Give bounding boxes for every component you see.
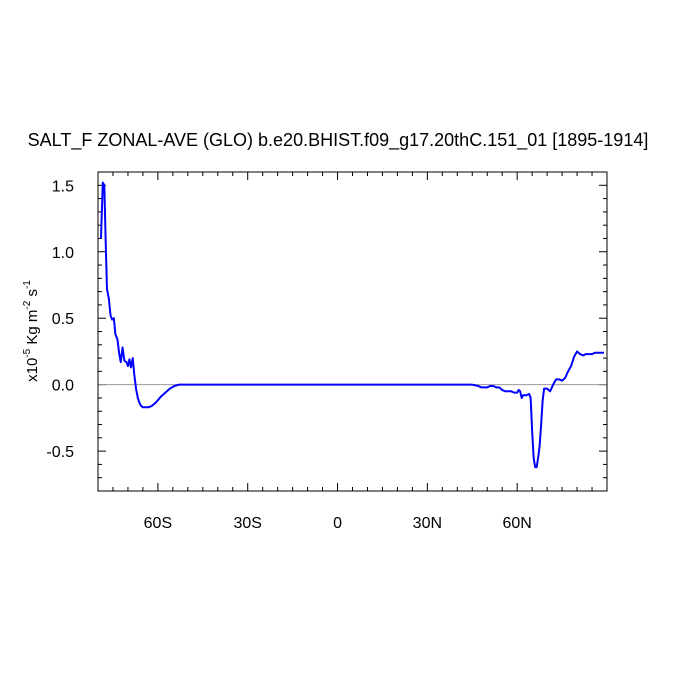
y-axis-label-exponent-time: -1 (22, 280, 33, 289)
x-tick-label: 30S (233, 515, 261, 532)
y-axis-label-unit-mass-area: Kg m (24, 310, 41, 349)
y-tick-label: 1.0 (52, 245, 74, 262)
y-axis-label-exponent: -5 (22, 348, 33, 357)
chart-title: SALT_F ZONAL-AVE (GLO) b.e20.BHIST.f09_g… (28, 130, 649, 151)
y-axis-label-unit-time: s (24, 289, 41, 301)
y-tick-label: -0.5 (46, 444, 74, 461)
x-axis: 60S 30S 0 30N 60N (112, 172, 608, 532)
x-tick-label: 60N (502, 515, 531, 532)
x-tick-label: 0 (333, 515, 342, 532)
series-line (99, 181, 605, 469)
y-tick-label: 1.5 (52, 178, 74, 195)
y-axis-label-prefix: x10 (24, 358, 41, 382)
x-tick-label: 60S (144, 515, 172, 532)
y-axis-label-exponent-area: -2 (22, 300, 33, 309)
x-tick-label: 30N (413, 515, 442, 532)
y-axis: 1.5 1.0 0.5 0.0 -0.5 (46, 171, 607, 492)
plot-frame (97, 171, 608, 492)
y-tick-label: 0.5 (52, 311, 74, 328)
y-axis-label: x10-5 Kg m-2 s-1 (22, 280, 41, 382)
y-tick-label: 0.0 (52, 378, 74, 395)
